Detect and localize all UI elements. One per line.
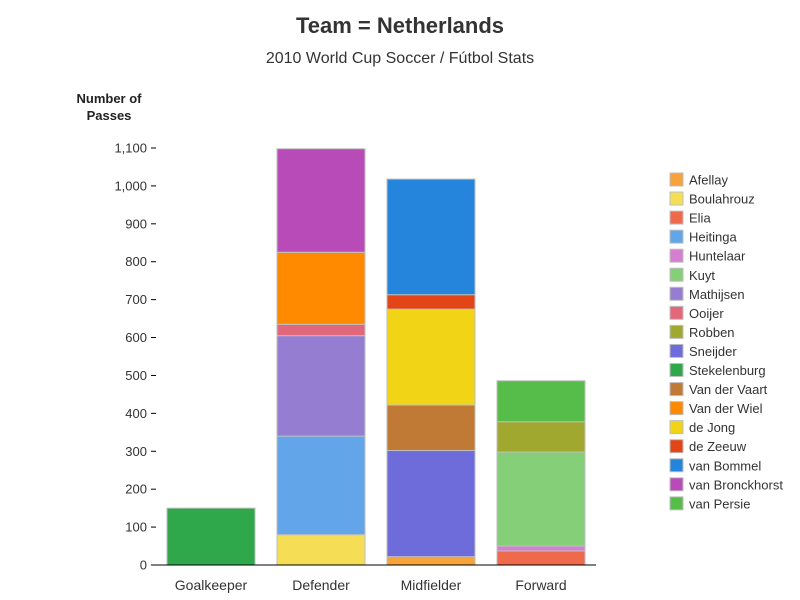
legend-swatch (669, 363, 684, 377)
y-tick-label: 700 (125, 292, 147, 307)
legend-label: Stekelenburg (689, 363, 766, 378)
y-axis: 0 100 200 300 400 500 600 700 800 900 1,000 1,100 (114, 141, 156, 573)
legend-label: Heitinga (689, 230, 737, 245)
legend-swatch (669, 458, 684, 473)
chart-title: Team = Netherlands (296, 13, 504, 38)
y-tick-label: 500 (125, 368, 147, 383)
bar-segment-van-der-wiel-defender (276, 251, 366, 325)
legend-swatch (669, 248, 684, 263)
bar-segment-boulahrouz-defender (276, 534, 366, 566)
bar-segment-de-jong-midfielder (386, 308, 476, 406)
bar-segment-afellay-midfielder (386, 556, 476, 566)
bar-segment-robben-forward (496, 421, 586, 453)
bar-segment-stekelenburg-goalkeeper (166, 507, 256, 566)
bar-segment-kuyt-forward (496, 451, 586, 547)
legend-label: de Zeeuw (689, 439, 747, 454)
category-label-forward: Forward (515, 577, 566, 593)
category-label-midfielder: Midfielder (401, 577, 462, 593)
legend-swatch (669, 286, 684, 301)
y-axis-label-line-1: Number of (77, 91, 143, 106)
legend-label: Boulahrouz (689, 192, 755, 207)
legend-swatch (669, 439, 684, 454)
bar-segment-van-der-vaart-midfielder (386, 404, 476, 452)
legend-label: Afellay (689, 173, 729, 188)
legend-swatch (669, 191, 684, 206)
legend-swatch (669, 343, 684, 358)
legend-label: Kuyt (689, 268, 715, 283)
bar-segment-heitinga-defender (276, 435, 366, 536)
x-axis: Goalkeeper Defender Midfielder Forward (156, 564, 596, 593)
y-axis-label-line-2: Passes (87, 108, 132, 123)
y-tick-label: 300 (125, 444, 147, 459)
legend-swatch (669, 382, 684, 397)
legend-swatch (669, 172, 684, 187)
legend-swatch (669, 420, 684, 435)
bars (166, 148, 586, 566)
legend-label: van Persie (689, 496, 750, 511)
y-tick-label: 800 (125, 254, 147, 269)
legend-swatch (669, 496, 684, 511)
legend-label: Van der Wiel (689, 401, 763, 416)
bar-segment-de-zeeuw-midfielder (386, 294, 476, 310)
legend: Afellay Boulahrouz Elia Heitinga Huntelaar Ku… (669, 172, 783, 511)
legend-label: Robben (689, 325, 735, 340)
legend-label: Sneijder (689, 344, 737, 359)
y-tick-label: 400 (125, 406, 147, 421)
bar-segment-van-bronckhorst-defender (276, 148, 366, 253)
y-tick-label: 0 (140, 558, 147, 573)
y-tick-label: 200 (125, 482, 147, 497)
legend-swatch (669, 229, 684, 244)
legend-label: de Jong (689, 420, 735, 435)
legend-label: Mathijsen (689, 287, 745, 302)
bar-segment-van-bommel-midfielder (386, 178, 476, 296)
legend-swatch (669, 324, 684, 339)
legend-swatch (669, 305, 684, 320)
legend-label: Huntelaar (689, 249, 746, 264)
legend-swatch (669, 267, 684, 282)
legend-label: Elia (689, 211, 711, 226)
y-tick-label: 100 (125, 520, 147, 535)
bar-segment-huntelaar-forward (496, 545, 586, 552)
chart-subtitle: 2010 World Cup Soccer / Fútbol Stats (266, 50, 534, 67)
legend-swatch (669, 210, 684, 225)
bar-segment-sneijder-midfielder (386, 450, 476, 558)
y-tick-label: 600 (125, 330, 147, 345)
legend-swatch (669, 477, 684, 492)
legend-label: Ooijer (689, 306, 724, 321)
legend-label: van Bommel (689, 458, 761, 473)
y-tick-label: 900 (125, 216, 147, 231)
legend-label: van Bronckhorst (689, 477, 783, 492)
bar-segment-mathijsen-defender (276, 335, 366, 437)
bar-segment-van-persie-forward (496, 380, 586, 423)
y-tick-label: 1,000 (114, 178, 147, 193)
bar-segment-ooijer-defender (276, 323, 366, 337)
category-label-defender: Defender (292, 577, 350, 593)
legend-swatch (669, 401, 684, 416)
y-tick-label: 1,100 (114, 141, 147, 156)
bar-segment-elia-forward (496, 550, 586, 566)
category-label-goalkeeper: Goalkeeper (175, 577, 248, 593)
legend-label: Van der Vaart (689, 382, 768, 397)
